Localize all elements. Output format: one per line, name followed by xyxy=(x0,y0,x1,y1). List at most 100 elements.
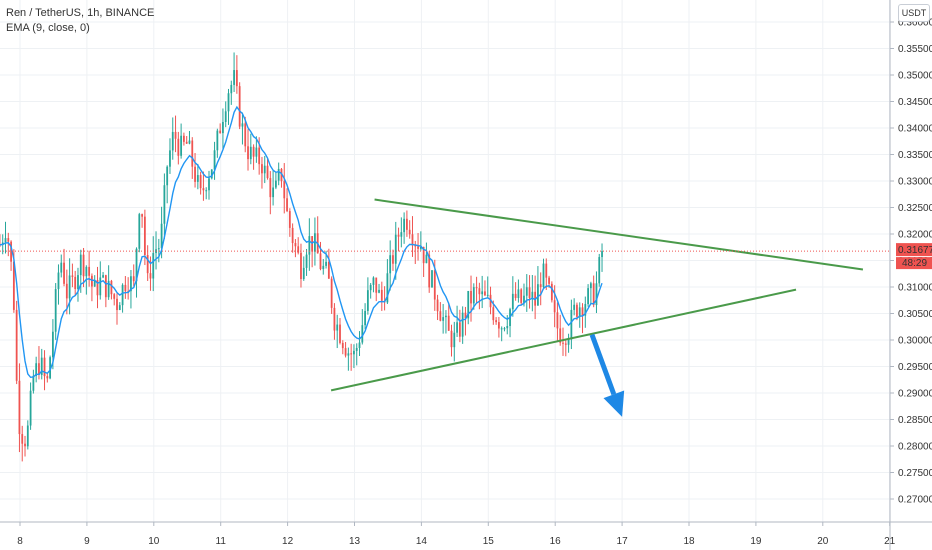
candle-body xyxy=(495,320,498,323)
x-tick-label: 17 xyxy=(617,536,629,547)
y-tick-label: 0.33500 xyxy=(898,150,932,161)
candle-body xyxy=(160,223,163,249)
candle-body xyxy=(238,86,241,127)
candle-body xyxy=(556,312,559,329)
candle-body xyxy=(118,305,121,311)
x-tick-label: 20 xyxy=(817,536,829,547)
candle-body xyxy=(492,307,495,321)
last-price-badge xyxy=(896,243,932,257)
candle-body xyxy=(439,311,442,321)
candle-body xyxy=(581,307,584,316)
candle-body xyxy=(230,84,233,94)
candle-body xyxy=(32,375,35,391)
candle-body xyxy=(29,390,32,426)
candle-body xyxy=(481,291,484,295)
candles xyxy=(0,52,603,462)
candle-body xyxy=(380,289,383,301)
candle-body xyxy=(51,331,54,358)
candle-body xyxy=(475,287,478,289)
candle-body xyxy=(570,309,573,340)
candle-body xyxy=(550,283,553,301)
candle-body xyxy=(96,280,99,296)
candle-body xyxy=(152,253,155,279)
candle-body xyxy=(344,348,347,356)
candle-body xyxy=(472,287,475,304)
candle-body xyxy=(171,131,174,151)
candle-body xyxy=(146,255,149,274)
candle-body xyxy=(400,232,403,237)
candle-body xyxy=(294,243,297,247)
candle-body xyxy=(35,363,38,376)
candle-body xyxy=(205,190,208,192)
candle-body xyxy=(467,290,470,319)
candle-body xyxy=(386,273,389,303)
candle-body xyxy=(68,275,71,299)
candle-body xyxy=(453,332,456,348)
candle-body xyxy=(598,257,601,284)
candle-body xyxy=(314,233,316,252)
candle-body xyxy=(361,325,364,343)
candle-body xyxy=(244,123,247,147)
candle-body xyxy=(222,121,224,134)
candle-body xyxy=(567,339,570,345)
y-tick-label: 0.33000 xyxy=(898,177,932,188)
x-tick-label: 11 xyxy=(216,536,227,547)
candle-body xyxy=(447,315,450,331)
currency-button[interactable]: USDT xyxy=(898,4,930,22)
candle-body xyxy=(104,275,107,298)
candle-body xyxy=(587,288,589,305)
candle-body xyxy=(280,168,283,182)
candle-body xyxy=(425,254,428,264)
candle-body xyxy=(241,123,244,127)
candle-body xyxy=(63,262,65,284)
candle-body xyxy=(12,261,15,310)
candle-body xyxy=(18,380,21,435)
candle-body xyxy=(520,289,523,303)
time-scale-bg xyxy=(0,522,932,550)
candle-body xyxy=(578,307,581,317)
candle-body xyxy=(394,234,397,264)
candle-body xyxy=(559,328,562,343)
candle-body xyxy=(54,289,57,332)
candle-body xyxy=(461,312,464,337)
candle-body xyxy=(548,277,550,284)
candle-body xyxy=(74,276,77,290)
x-tick-label: 8 xyxy=(17,536,23,547)
candle-body xyxy=(539,284,542,288)
candle-body xyxy=(408,229,411,235)
candle-body xyxy=(470,290,472,304)
candle-body xyxy=(233,70,235,85)
candle-body xyxy=(514,293,517,299)
x-tick-label: 18 xyxy=(683,536,695,547)
candle-body xyxy=(216,130,219,151)
candle-body xyxy=(277,168,280,181)
candle-body xyxy=(417,246,419,249)
candle-body xyxy=(411,234,414,246)
x-tick-label: 12 xyxy=(282,536,294,547)
candle-body xyxy=(99,277,102,296)
candle-body xyxy=(93,280,96,287)
candle-body xyxy=(319,253,322,270)
candle-body xyxy=(528,287,531,298)
candle-body xyxy=(589,283,592,289)
y-tick-label: 0.31000 xyxy=(898,283,932,294)
candle-body xyxy=(372,277,375,285)
candle-body xyxy=(113,294,116,299)
x-tick-label: 13 xyxy=(349,536,361,547)
candle-body xyxy=(274,180,277,188)
candle-body xyxy=(322,265,325,270)
candle-body xyxy=(431,270,433,288)
y-tick-label: 0.28500 xyxy=(898,415,932,426)
candle-body xyxy=(194,166,196,182)
candle-body xyxy=(258,147,261,165)
candle-body xyxy=(107,280,110,298)
candle-body xyxy=(210,169,213,179)
candle-body xyxy=(174,131,177,139)
y-tick-label: 0.32000 xyxy=(898,230,932,241)
candle-body xyxy=(263,165,266,174)
candle-body xyxy=(458,322,461,337)
candle-body xyxy=(38,363,40,375)
candle-body xyxy=(141,214,143,217)
candle-body xyxy=(403,218,406,233)
